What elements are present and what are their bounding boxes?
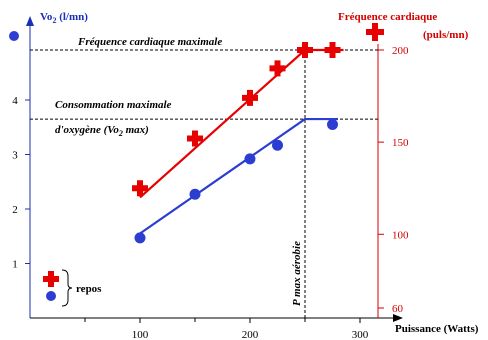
vo2-max-label-line2: d'oxygène (Vo2 max)	[55, 124, 149, 138]
x-tick-label-2: 300	[352, 329, 369, 340]
y-left-tick-label-1: 2	[12, 204, 18, 216]
y-left-tick-label-0: 1	[12, 259, 18, 271]
series-1-point-4	[327, 119, 338, 131]
y-right-tick-label-3: 200	[392, 45, 409, 57]
y-right-tick-label-0: 60	[392, 303, 404, 315]
legend-plus-icon	[43, 271, 59, 287]
y-left-tick-label-2: 3	[12, 150, 18, 162]
y-right-label-line2: (puls/mn)	[423, 29, 469, 41]
pmax-label: P max aérobie	[291, 241, 303, 306]
series-0-point-3	[269, 60, 286, 77]
series-1-point-2	[244, 153, 256, 165]
series-0-point-4	[297, 42, 313, 58]
vo2-max-label-line1: Consommation maximale	[55, 99, 172, 111]
series-1-point-0	[134, 232, 146, 244]
legend-label: repos	[76, 283, 102, 295]
left-axis-marker-icon	[9, 31, 19, 41]
series-0-point-0	[132, 180, 148, 197]
series-0-point-5	[324, 42, 341, 58]
series-1-point-1	[189, 188, 201, 200]
y-left-tick-label-3: 4	[12, 95, 18, 107]
y-right-tick-label-1: 100	[392, 229, 409, 241]
series-1-fit-line	[139, 117, 338, 235]
y-left-label: Vo2 (l/mn)	[40, 11, 88, 25]
series-0-point-2	[242, 89, 258, 106]
y-right-tick-label-2: 150	[392, 137, 409, 149]
legend-brace	[61, 269, 73, 307]
series-0-fit-line	[139, 48, 344, 199]
y-right-label-line1: Fréquence cardiaque	[338, 11, 437, 23]
series-1-point-3	[272, 139, 283, 151]
right-axis-marker-icon	[366, 23, 384, 41]
x-tick-label-1: 200	[242, 329, 259, 340]
legend-circle-icon	[46, 291, 56, 301]
x-axis	[30, 314, 403, 322]
x-tick-label-0: 100	[132, 329, 149, 340]
x-axis-label: Puissance (Watts)	[395, 323, 479, 335]
series-0-point-1	[187, 130, 203, 147]
hr-max-label: Fréquence cardiaque maximale	[77, 36, 222, 48]
left-axis	[26, 16, 34, 318]
legend: repos	[43, 269, 102, 307]
